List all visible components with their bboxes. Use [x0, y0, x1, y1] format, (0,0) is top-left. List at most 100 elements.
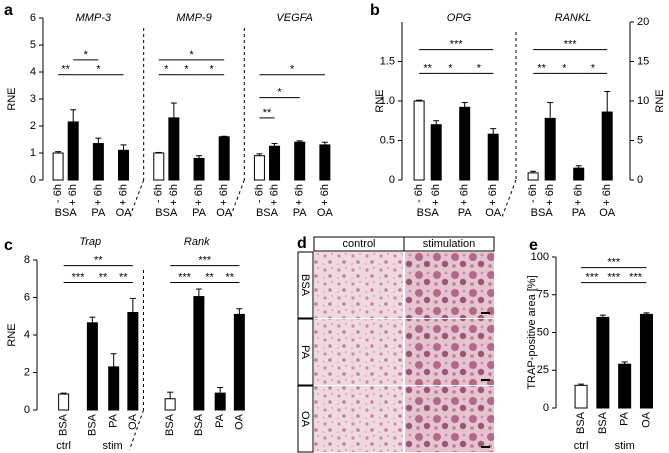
x-tick-label: + 6h: [319, 184, 331, 206]
x-tick-label: BSA: [58, 413, 70, 436]
micrograph: [314, 319, 403, 385]
significance-label: **: [119, 271, 128, 283]
x-tick-label: - 6h: [413, 184, 425, 203]
significance-label: *: [209, 64, 214, 76]
significance-label: *: [477, 62, 482, 74]
y-tick-label: 2: [30, 120, 36, 132]
bar: [487, 133, 499, 181]
panel-letter: b: [370, 2, 380, 19]
group-separator: [129, 409, 144, 451]
group-label: PA: [572, 207, 587, 219]
significance-label: **: [205, 271, 214, 283]
significance-label: ***: [564, 39, 578, 51]
y-tick-label: 0: [543, 402, 549, 414]
x-tick-label: - 6h: [527, 184, 539, 203]
bar: [459, 106, 471, 181]
x-tick-label: BSA: [597, 411, 609, 434]
significance-label: **: [94, 255, 103, 267]
y-tick-label: 8: [24, 254, 30, 266]
group-label: stim: [103, 440, 123, 452]
bar: [193, 157, 205, 181]
bar: [214, 392, 226, 411]
x-tick-label: + 6h: [573, 184, 585, 206]
x-tick-label: + 6h: [193, 184, 205, 206]
y-tick-label: 5: [637, 134, 643, 146]
micrograph: [405, 252, 494, 318]
x-tick-label: + 6h: [430, 184, 442, 206]
y-tick-label: 2: [24, 366, 30, 378]
y-tick-label: 5: [30, 39, 36, 51]
group-label: OA: [599, 207, 616, 219]
bar: [527, 172, 539, 181]
micrograph: [314, 386, 403, 452]
y-tick-label: 4: [24, 329, 30, 341]
group-separator: [229, 179, 245, 218]
group-label: OA: [216, 207, 233, 219]
x-tick-label: BSA: [193, 413, 205, 436]
y-tick-label: 1.0: [380, 95, 395, 107]
bar: [108, 366, 120, 411]
bar: [168, 117, 180, 181]
x-tick-label: + 6h: [168, 184, 180, 206]
significance-label: *: [184, 64, 189, 76]
group-label: BSA: [256, 207, 279, 219]
bar: [58, 393, 70, 411]
significance-label: ***: [72, 271, 86, 283]
y-tick-label: 25: [537, 364, 549, 376]
group-label: PA: [458, 207, 473, 219]
y-tick-label: 0: [24, 404, 30, 416]
y-tick-label: 6: [24, 291, 30, 303]
group-title: Trap: [79, 236, 101, 248]
y-tick-label: 100: [531, 251, 549, 263]
group-title: MMP-9: [176, 12, 211, 24]
y-tick-label: 0: [389, 174, 395, 186]
significance-label: *: [84, 49, 89, 61]
bar: [193, 296, 205, 411]
bar: [544, 117, 556, 181]
y-tick-label: 1: [30, 147, 36, 159]
y-axis-label: RNE: [6, 323, 18, 346]
group-title: Rank: [184, 236, 210, 248]
significance-label: *: [277, 87, 282, 99]
y-tick-label: 0: [30, 174, 36, 186]
significance-label: *: [591, 62, 596, 74]
significance-label: *: [448, 62, 453, 74]
bar: [127, 312, 139, 411]
significance-label: ***: [607, 256, 621, 268]
significance-label: *: [96, 64, 101, 76]
bar: [413, 100, 425, 181]
bar: [253, 155, 265, 181]
significance-label: ***: [629, 272, 643, 284]
bar: [52, 152, 64, 181]
bar: [601, 111, 613, 181]
group-label: PA: [293, 207, 308, 219]
significance-label: *: [189, 49, 194, 61]
panel-letter: e: [529, 237, 538, 254]
y-tick-label: 0.5: [380, 134, 395, 146]
significance-label: **: [423, 62, 432, 74]
x-tick-label: - 6h: [153, 184, 165, 203]
x-tick-label: PA: [619, 411, 631, 426]
group-label: OA: [485, 207, 502, 219]
x-tick-label: OA: [233, 413, 245, 430]
group-title: OPG: [447, 12, 472, 24]
row-header: BSA: [299, 274, 311, 297]
x-tick-label: OA: [640, 411, 652, 428]
x-tick-label: + 6h: [601, 184, 613, 206]
bar: [269, 145, 281, 181]
panel-letter: d: [297, 235, 307, 252]
header-cell: [403, 236, 495, 252]
x-tick-label: + 6h: [487, 184, 499, 206]
x-tick-label: + 6h: [459, 184, 471, 206]
bar: [67, 121, 79, 181]
row-header-cell: [297, 318, 314, 386]
bar: [294, 141, 306, 181]
bar: [573, 167, 585, 181]
x-tick-label: BSA: [86, 413, 98, 436]
x-tick-label: + 6h: [218, 184, 230, 206]
bar: [233, 313, 245, 411]
y-tick-label: 1.5: [380, 55, 395, 67]
x-tick-label: - 6h: [253, 184, 265, 203]
y-tick-label: 10: [637, 95, 649, 107]
panel-letter: a: [4, 2, 13, 19]
